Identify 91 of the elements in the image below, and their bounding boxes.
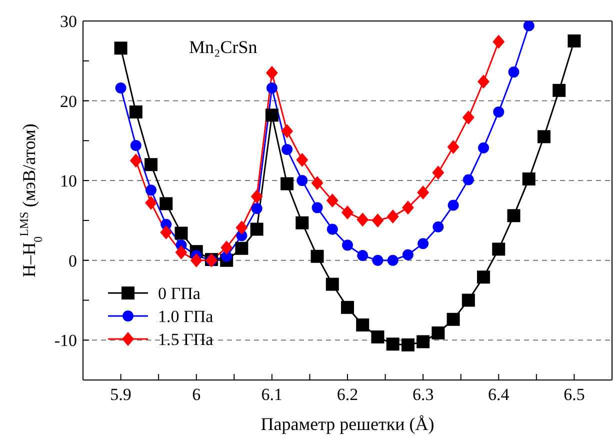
point xyxy=(281,124,294,138)
point xyxy=(129,105,142,118)
y-tick-label: 10 xyxy=(60,172,77,191)
point xyxy=(342,240,353,251)
point xyxy=(417,186,430,200)
legend-label: 1.5 ГПа xyxy=(158,330,214,349)
point xyxy=(386,338,400,351)
y-tick-label: -10 xyxy=(54,331,77,350)
point xyxy=(282,144,293,155)
point xyxy=(312,202,323,214)
legend-label: 1.0 ГПа xyxy=(158,307,214,326)
point xyxy=(357,250,368,262)
point xyxy=(326,224,338,235)
point xyxy=(251,202,262,214)
point xyxy=(341,300,354,314)
point xyxy=(130,154,142,168)
x-tick-label: 6.3 xyxy=(412,385,434,404)
point xyxy=(174,226,188,240)
x-tick-label: 6.5 xyxy=(564,385,585,404)
point xyxy=(220,240,233,255)
point xyxy=(523,21,534,32)
point xyxy=(537,130,550,144)
point xyxy=(372,254,384,266)
point xyxy=(250,222,264,236)
point xyxy=(266,66,278,80)
point xyxy=(478,74,490,89)
point xyxy=(432,221,444,232)
x-tick-label: 6.2 xyxy=(336,385,358,404)
point xyxy=(462,174,474,186)
point xyxy=(250,190,263,204)
point xyxy=(386,209,399,224)
point xyxy=(492,34,505,49)
point xyxy=(130,140,142,151)
point xyxy=(296,152,308,167)
point xyxy=(447,140,460,154)
point xyxy=(478,142,490,154)
point xyxy=(432,166,444,180)
point xyxy=(115,82,126,94)
point xyxy=(462,294,475,307)
point xyxy=(310,250,324,263)
legend-label: 0 ГПа xyxy=(158,284,201,303)
x-tick-label: 6.4 xyxy=(488,385,510,404)
point xyxy=(507,209,520,222)
point xyxy=(371,330,384,344)
point xyxy=(114,42,128,55)
point xyxy=(462,110,474,125)
point xyxy=(235,242,248,255)
x-tick-label: 6 xyxy=(192,385,201,404)
point xyxy=(492,242,506,256)
point xyxy=(446,312,460,326)
point xyxy=(522,172,536,186)
point xyxy=(296,175,308,186)
point xyxy=(175,245,188,260)
point xyxy=(311,176,324,190)
x-tick-label: 6.1 xyxy=(261,385,283,404)
point xyxy=(401,338,414,352)
point xyxy=(296,216,309,230)
point xyxy=(448,200,459,211)
point xyxy=(402,200,414,215)
point xyxy=(146,184,157,196)
point xyxy=(402,249,414,260)
point xyxy=(477,270,490,284)
point xyxy=(387,254,398,266)
y-tick-label: 20 xyxy=(60,92,77,111)
point xyxy=(416,335,430,348)
point xyxy=(493,106,504,118)
point xyxy=(356,212,369,227)
point xyxy=(280,177,294,190)
point xyxy=(326,278,339,291)
x-tick-label: 5.9 xyxy=(110,385,132,404)
point xyxy=(568,34,581,48)
point xyxy=(432,326,445,340)
y-tick-label: 0 xyxy=(68,251,77,270)
point xyxy=(552,84,566,97)
point xyxy=(160,197,173,210)
point xyxy=(356,318,370,332)
y-tick-label: 30 xyxy=(60,12,77,32)
point xyxy=(508,66,520,78)
x-axis-title: Параметр решетки (Å) xyxy=(260,414,434,434)
point xyxy=(160,225,172,240)
point xyxy=(342,205,354,220)
point xyxy=(236,220,248,235)
point xyxy=(326,194,338,208)
annotation: Mn₂CrSn xyxy=(189,37,258,57)
point xyxy=(265,108,278,122)
point xyxy=(266,82,278,94)
point xyxy=(190,253,202,268)
point xyxy=(144,158,158,172)
point xyxy=(145,196,158,210)
point xyxy=(418,238,429,250)
point xyxy=(372,213,384,228)
